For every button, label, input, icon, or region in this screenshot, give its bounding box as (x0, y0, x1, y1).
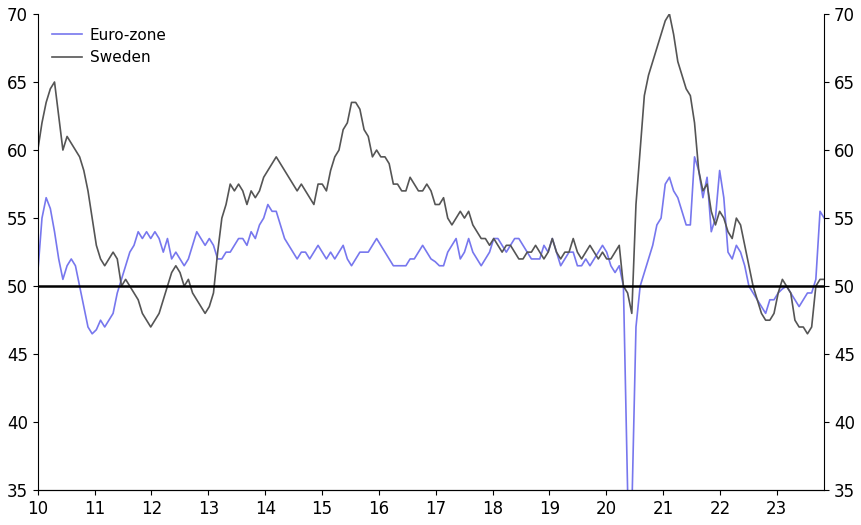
Euro-zone (551, 249, 561, 255)
Euro-zone (187, 242, 197, 248)
Sweden (622, 290, 632, 296)
Sweden (818, 276, 828, 282)
Euro-zone (655, 215, 666, 221)
Euro-zone (818, 215, 828, 221)
Euro-zone (329, 256, 339, 262)
Sweden (33, 147, 43, 153)
Sweden (802, 331, 812, 337)
Line: Euro-zone: Euro-zone (38, 157, 823, 512)
Line: Sweden: Sweden (38, 14, 823, 334)
Sweden (651, 45, 661, 51)
Euro-zone (622, 487, 632, 494)
Sweden (664, 11, 674, 17)
Sweden (187, 290, 197, 296)
Sweden (551, 249, 561, 255)
Sweden (158, 297, 168, 303)
Euro-zone (33, 269, 43, 276)
Legend: Euro-zone, Sweden: Euro-zone, Sweden (46, 22, 172, 71)
Euro-zone (689, 154, 699, 160)
Sweden (329, 154, 339, 160)
Euro-zone (626, 509, 636, 515)
Euro-zone (158, 249, 168, 255)
